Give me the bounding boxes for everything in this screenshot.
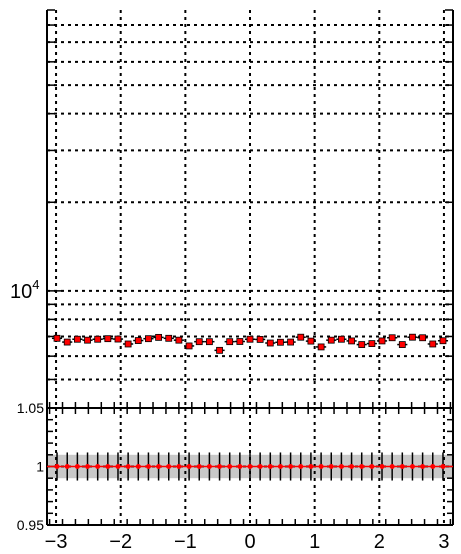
main-marker xyxy=(297,333,305,341)
main-data-point xyxy=(397,341,408,348)
main-marker xyxy=(145,335,152,343)
main-data-point xyxy=(224,338,235,346)
main-marker xyxy=(256,336,264,343)
main-data-point xyxy=(427,340,438,348)
main-marker xyxy=(409,333,416,341)
main-marker xyxy=(266,339,274,347)
main-data-point xyxy=(244,335,256,343)
main-data-point xyxy=(407,333,418,341)
ratio-y-tick-label: 1 xyxy=(36,459,44,475)
main-marker xyxy=(287,338,295,346)
main-data-point xyxy=(387,334,398,342)
main-data-point xyxy=(92,335,103,343)
x-tick-label: 3 xyxy=(438,531,449,553)
main-data-point xyxy=(51,334,63,342)
main-marker xyxy=(185,342,193,350)
main-data-point xyxy=(305,337,316,345)
x-tick-label: −3 xyxy=(45,531,68,553)
main-marker xyxy=(165,334,173,342)
ratio-panel: 0.95 1 1.05 −3 −2 −1 0 1 2 3 xyxy=(17,400,454,553)
main-marker xyxy=(104,335,112,343)
main-data-point xyxy=(82,336,93,344)
main-marker xyxy=(114,335,122,343)
main-marker xyxy=(398,341,406,348)
main-data-point xyxy=(102,335,113,343)
main-data-point xyxy=(153,333,164,341)
main-marker xyxy=(338,335,345,343)
main-data-point xyxy=(356,341,367,348)
main-data-point xyxy=(366,340,377,347)
main-data-point xyxy=(336,335,347,343)
main-data-point xyxy=(194,338,205,346)
main-data-point xyxy=(123,340,134,348)
main-data-point xyxy=(376,337,388,345)
main-marker xyxy=(124,340,132,348)
main-y-tick-label: 104 xyxy=(10,277,39,303)
main-marker xyxy=(134,337,142,344)
main-marker xyxy=(246,335,254,343)
main-data-point xyxy=(72,335,83,343)
main-marker xyxy=(439,337,447,345)
main-data-point xyxy=(214,346,225,354)
main-marker xyxy=(155,333,162,341)
main-panel: 104 xyxy=(10,9,454,409)
main-data-point xyxy=(163,334,174,342)
main-marker xyxy=(195,338,203,346)
main-data-point xyxy=(133,337,144,344)
main-marker xyxy=(175,336,183,344)
main-marker xyxy=(53,334,61,342)
main-marker xyxy=(388,334,396,342)
main-data-point xyxy=(184,342,195,350)
main-marker xyxy=(94,335,102,343)
main-data-point xyxy=(295,333,306,341)
x-tick-label: −1 xyxy=(174,531,197,553)
ratio-y-tick-label: 0.95 xyxy=(17,517,44,533)
x-tick-label: 0 xyxy=(244,531,255,553)
main-data-point xyxy=(417,334,428,342)
main-data-point xyxy=(143,335,154,343)
main-marker xyxy=(327,336,335,344)
main-data-point xyxy=(275,338,286,346)
main-data-point xyxy=(265,339,276,347)
main-marker xyxy=(307,337,315,345)
main-marker xyxy=(277,338,284,346)
main-data-point xyxy=(234,338,245,345)
ratio-y-tick-label: 1.05 xyxy=(17,400,44,416)
main-marker xyxy=(368,340,376,347)
main-data-point xyxy=(326,336,337,344)
main-marker xyxy=(84,336,91,344)
main-marker xyxy=(216,346,223,354)
main-marker xyxy=(317,343,325,351)
main-marker xyxy=(378,337,386,345)
main-marker xyxy=(73,335,81,343)
main-marker xyxy=(348,337,355,345)
x-tick-label: 1 xyxy=(309,531,320,553)
main-marker xyxy=(358,341,366,348)
main-data-point xyxy=(62,338,73,346)
main-data-point xyxy=(285,338,296,346)
main-data-point xyxy=(316,343,327,351)
x-tick-label: −2 xyxy=(109,531,132,553)
main-marker xyxy=(63,338,71,346)
main-data-point xyxy=(437,337,449,345)
main-marker xyxy=(226,338,234,346)
main-marker xyxy=(236,338,244,345)
main-data-point xyxy=(204,338,215,346)
x-tick-label: 2 xyxy=(374,531,385,553)
main-data-point xyxy=(173,336,184,344)
main-data-point xyxy=(346,337,357,345)
main-data-point xyxy=(112,335,124,343)
main-marker xyxy=(429,340,437,348)
main-marker xyxy=(205,338,213,346)
main-marker xyxy=(419,334,427,342)
main-data-point xyxy=(255,336,266,343)
